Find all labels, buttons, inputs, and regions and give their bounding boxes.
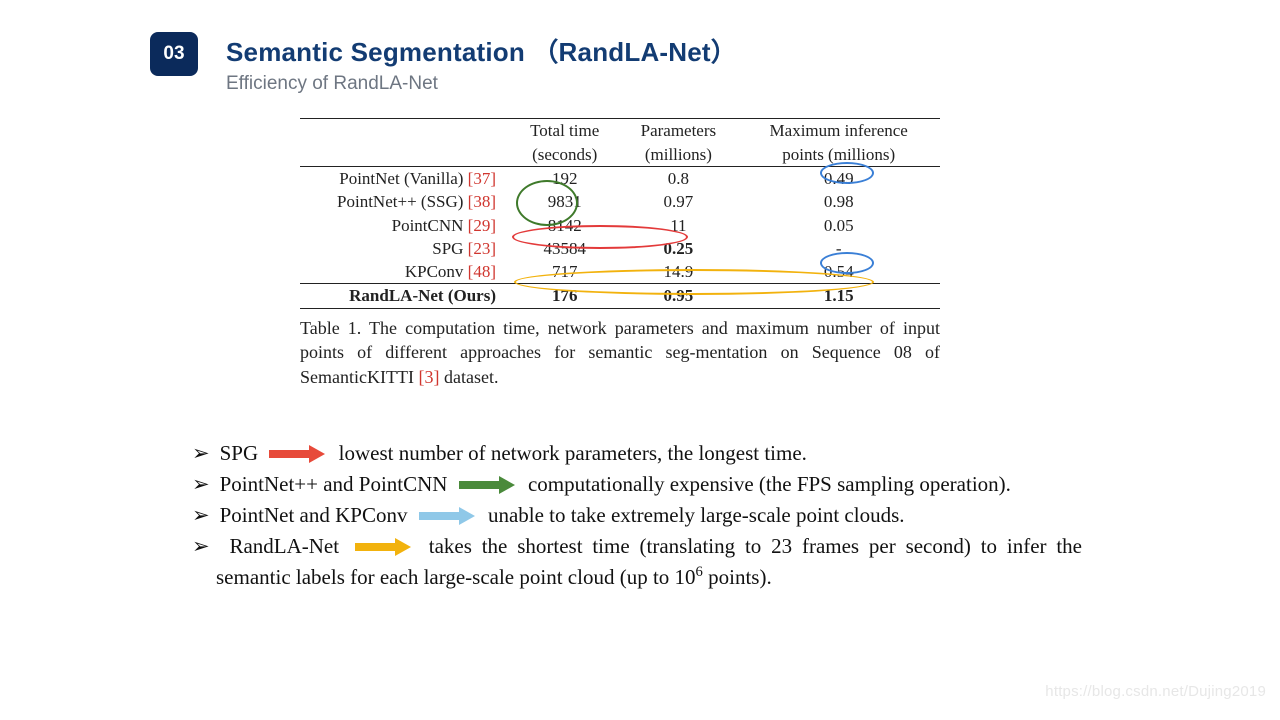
- chevron-icon: ➢: [192, 504, 210, 527]
- cell-params: 14.9: [619, 260, 737, 284]
- cell-maxpts: 0.98: [737, 190, 940, 213]
- table-row: SPG [23]435840.25-: [300, 237, 940, 260]
- col-maxpts-l1: Maximum inference: [737, 119, 940, 143]
- cell-maxpts: 0.05: [737, 214, 940, 237]
- page-title: Semantic Segmentation （RandLA-Net）: [226, 32, 737, 69]
- cell-time: 176: [510, 284, 619, 308]
- method-name: PointNet (Vanilla) [37]: [300, 167, 510, 191]
- cell-time: 717: [510, 260, 619, 284]
- b4-post-b: points).: [703, 565, 772, 589]
- watermark: https://blog.csdn.net/Dujing2019: [1045, 683, 1266, 700]
- method-name: RandLA-Net (Ours): [300, 284, 510, 308]
- cell-time: 43584: [510, 237, 619, 260]
- arrow-blue-icon: [419, 509, 477, 523]
- cell-time: 192: [510, 167, 619, 191]
- b4-post-a: takes the shortest time (translating to …: [216, 534, 1082, 589]
- table-row: PointCNN [29]8142110.05: [300, 214, 940, 237]
- cell-params: 0.97: [619, 190, 737, 213]
- chevron-icon: ➢: [192, 473, 210, 496]
- col-params-l1: Parameters: [619, 119, 737, 143]
- b2-post: computationally expensive (the FPS sampl…: [528, 472, 1011, 496]
- table-row: PointNet++ (SSG) [38]98310.970.98: [300, 190, 940, 213]
- method-name: PointCNN [29]: [300, 214, 510, 237]
- chevron-icon: ➢: [192, 442, 210, 465]
- arrow-red-icon: [269, 447, 327, 461]
- b3-post: unable to take extremely large-scale poi…: [488, 503, 905, 527]
- cell-params: 0.8: [619, 167, 737, 191]
- cell-maxpts: 0.49: [737, 167, 940, 191]
- chevron-icon: ➢: [192, 535, 210, 558]
- table-head: Total time Parameters Maximum inference …: [300, 119, 940, 167]
- caption-post: dataset.: [439, 367, 498, 387]
- cell-time: 8142: [510, 214, 619, 237]
- caption-pre: Table 1. The computation time, network p…: [300, 318, 940, 387]
- cell-params: 11: [619, 214, 737, 237]
- comparison-table: Total time Parameters Maximum inference …: [300, 118, 940, 309]
- table-row: PointNet (Vanilla) [37]1920.80.49: [300, 167, 940, 191]
- table-row: KPConv [48]71714.90.54: [300, 260, 940, 284]
- arrow-yellow-icon: [355, 540, 413, 554]
- cell-maxpts: -: [737, 237, 940, 260]
- b4-pre: RandLA-Net: [220, 534, 339, 558]
- method-name: SPG [23]: [300, 237, 510, 260]
- col-time-l1: Total time: [510, 119, 619, 143]
- cell-time: 9831: [510, 190, 619, 213]
- b1-pre: SPG: [220, 441, 259, 465]
- cell-maxpts: 1.15: [737, 284, 940, 308]
- col-blank2: [300, 143, 510, 167]
- cell-params: 0.25: [619, 237, 737, 260]
- bullet-2: ➢ PointNet++ and PointCNN computationally…: [192, 469, 1082, 500]
- caption-ref: [3]: [418, 367, 439, 387]
- table-body: PointNet (Vanilla) [37]1920.80.49PointNe…: [300, 167, 940, 309]
- title-block: Semantic Segmentation （RandLA-Net） Effic…: [226, 32, 737, 95]
- method-name: PointNet++ (SSG) [38]: [300, 190, 510, 213]
- table-caption: Table 1. The computation time, network p…: [300, 316, 940, 389]
- table-row: RandLA-Net (Ours)1760.951.15: [300, 284, 940, 308]
- bullet-1: ➢ SPG lowest number of network parameters…: [192, 438, 1082, 469]
- b4-sup: 6: [696, 564, 703, 580]
- page-subtitle: Efficiency of RandLA-Net: [226, 73, 737, 95]
- table: Total time Parameters Maximum inference …: [300, 118, 940, 309]
- col-blank: [300, 119, 510, 143]
- arrow-green-icon: [459, 478, 517, 492]
- col-maxpts-l2: points (millions): [737, 143, 940, 167]
- method-name: KPConv [48]: [300, 260, 510, 284]
- cell-params: 0.95: [619, 284, 737, 308]
- slide-header: 03 Semantic Segmentation （RandLA-Net） Ef…: [150, 32, 737, 95]
- col-params-l2: (millions): [619, 143, 737, 167]
- bullet-4: ➢ RandLA-Net takes the shortest time (tr…: [192, 531, 1082, 593]
- section-badge: 03: [150, 32, 198, 76]
- bullet-list: ➢ SPG lowest number of network parameters…: [192, 438, 1082, 593]
- cell-maxpts: 0.54: [737, 260, 940, 284]
- bullet-3: ➢ PointNet and KPConv unable to take extr…: [192, 500, 1082, 531]
- col-time-l2: (seconds): [510, 143, 619, 167]
- b3-pre: PointNet and KPConv: [220, 503, 408, 527]
- b2-pre: PointNet++ and PointCNN: [220, 472, 448, 496]
- b1-post: lowest number of network parameters, the…: [339, 441, 807, 465]
